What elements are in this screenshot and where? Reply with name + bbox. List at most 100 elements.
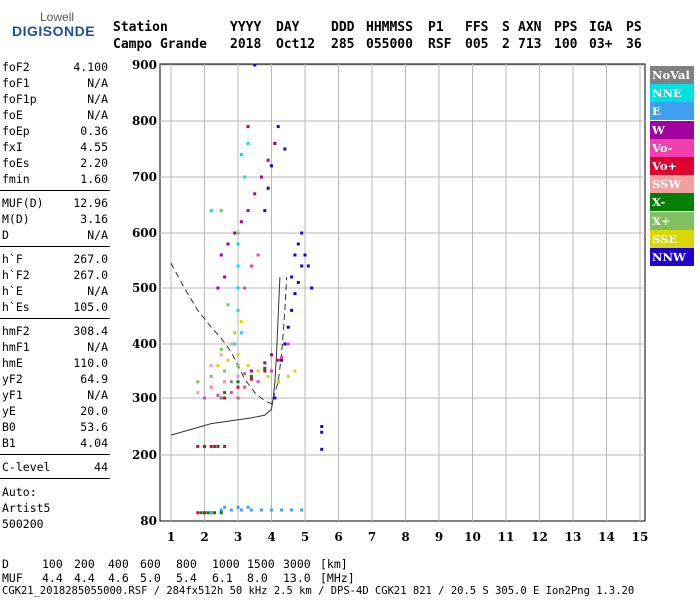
header-cell: FFS xyxy=(465,20,489,35)
data-point xyxy=(216,444,220,448)
plot-frame xyxy=(159,63,646,522)
footer-value: [km] xyxy=(320,557,348,571)
param-row: yE 20.0 xyxy=(2,404,108,420)
param-row: foEs 2.20 xyxy=(2,156,108,172)
x-tick-label: 5 xyxy=(301,530,309,544)
series-noval xyxy=(219,372,247,400)
param-row: foF1p N/A xyxy=(2,92,108,108)
data-point xyxy=(293,292,297,296)
param-name: MUF(D) xyxy=(2,196,44,210)
logo-lowell: Lowell xyxy=(40,10,75,24)
data-point xyxy=(270,164,273,168)
data-point xyxy=(276,380,280,384)
data-point xyxy=(253,63,257,67)
data-point xyxy=(293,369,297,373)
artist-label: Artist5 xyxy=(2,501,51,515)
data-point xyxy=(283,147,287,151)
data-point xyxy=(233,342,237,346)
param-name: foEs xyxy=(2,156,30,170)
footer-value: [MHz] xyxy=(320,571,355,585)
param-row: D N/A xyxy=(2,228,108,244)
footer-value: 600 xyxy=(140,557,161,571)
data-point xyxy=(243,175,247,179)
x-tick-label: 4 xyxy=(267,530,275,544)
y-tick-label: 700 xyxy=(132,170,157,184)
series-sse xyxy=(216,320,297,384)
data-point xyxy=(290,275,294,279)
param-value: 267.0 xyxy=(73,268,108,282)
data-point xyxy=(236,353,240,357)
legend-item-x-: X+ xyxy=(650,211,694,230)
header-cell: 713 xyxy=(518,37,542,52)
data-point xyxy=(296,242,300,246)
data-point xyxy=(249,369,253,373)
data-point xyxy=(196,380,200,384)
data-point xyxy=(239,331,243,335)
y-tick-label: 300 xyxy=(132,391,157,405)
footer-file-info: CGK21_2018285055000.RSF / 284fx512h 50 k… xyxy=(2,585,635,597)
data-point xyxy=(223,505,227,509)
data-point xyxy=(246,505,250,509)
footer-value: 800 xyxy=(176,557,197,571)
data-point xyxy=(199,511,203,515)
param-name: yF2 xyxy=(2,372,23,386)
data-point xyxy=(236,242,240,246)
data-point xyxy=(223,275,227,279)
param-row: B1 4.04 xyxy=(2,436,108,452)
param-value: N/A xyxy=(87,76,108,90)
header-cell: Campo Grande xyxy=(113,37,207,52)
param-row: C-level 44 xyxy=(2,460,108,476)
data-point xyxy=(246,209,250,213)
legend-item-nne: NNE xyxy=(650,84,694,103)
data-point xyxy=(249,377,253,381)
data-point xyxy=(263,361,267,365)
x-tick-label: 2 xyxy=(200,530,208,544)
data-point xyxy=(236,380,240,384)
y-tick-label: 600 xyxy=(132,226,157,240)
data-point xyxy=(280,358,284,362)
param-separator xyxy=(0,246,110,247)
param-name: hmF1 xyxy=(2,340,30,354)
footer-value: 1500 xyxy=(247,557,275,571)
data-point xyxy=(296,281,300,284)
data-point xyxy=(239,320,243,324)
trace-curve xyxy=(170,276,281,436)
data-point xyxy=(223,380,227,384)
y-tick-label: 900 xyxy=(132,58,157,72)
data-point xyxy=(219,508,223,512)
y-tick-label: 400 xyxy=(132,337,157,351)
data-point xyxy=(243,286,247,290)
data-point xyxy=(243,372,247,376)
data-point xyxy=(273,141,277,145)
param-value: N/A xyxy=(87,388,108,402)
data-point xyxy=(270,353,273,357)
data-point xyxy=(239,220,243,224)
data-point xyxy=(306,264,310,268)
param-value: 1.60 xyxy=(80,172,108,186)
series-ssw xyxy=(196,342,240,395)
footer-value: 4.4 xyxy=(74,571,95,585)
legend-item-vo-: Vo+ xyxy=(650,157,694,175)
header-cell: 36 xyxy=(626,37,642,52)
data-point xyxy=(293,253,297,257)
header-cell: 055000 xyxy=(366,37,413,52)
x-tick-label: 11 xyxy=(498,530,515,544)
x-tick-label: 7 xyxy=(368,530,376,544)
data-point xyxy=(249,374,253,378)
param-name: hmE xyxy=(2,356,23,370)
param-name: h`F2 xyxy=(2,268,30,282)
footer-value: 8.0 xyxy=(247,571,268,585)
data-point xyxy=(253,192,257,196)
data-point xyxy=(233,331,237,335)
data-point xyxy=(209,364,213,368)
param-separator xyxy=(0,454,110,455)
param-row: h`E N/A xyxy=(2,284,108,300)
param-row: fxI 4.55 xyxy=(2,140,108,156)
header-cell: RSF xyxy=(428,37,452,52)
legend-item-w: W xyxy=(650,120,694,139)
data-point xyxy=(219,253,223,257)
legend-item-ssw: SSW xyxy=(650,175,694,194)
data-point xyxy=(236,385,240,389)
header-cell: Station xyxy=(113,20,168,35)
